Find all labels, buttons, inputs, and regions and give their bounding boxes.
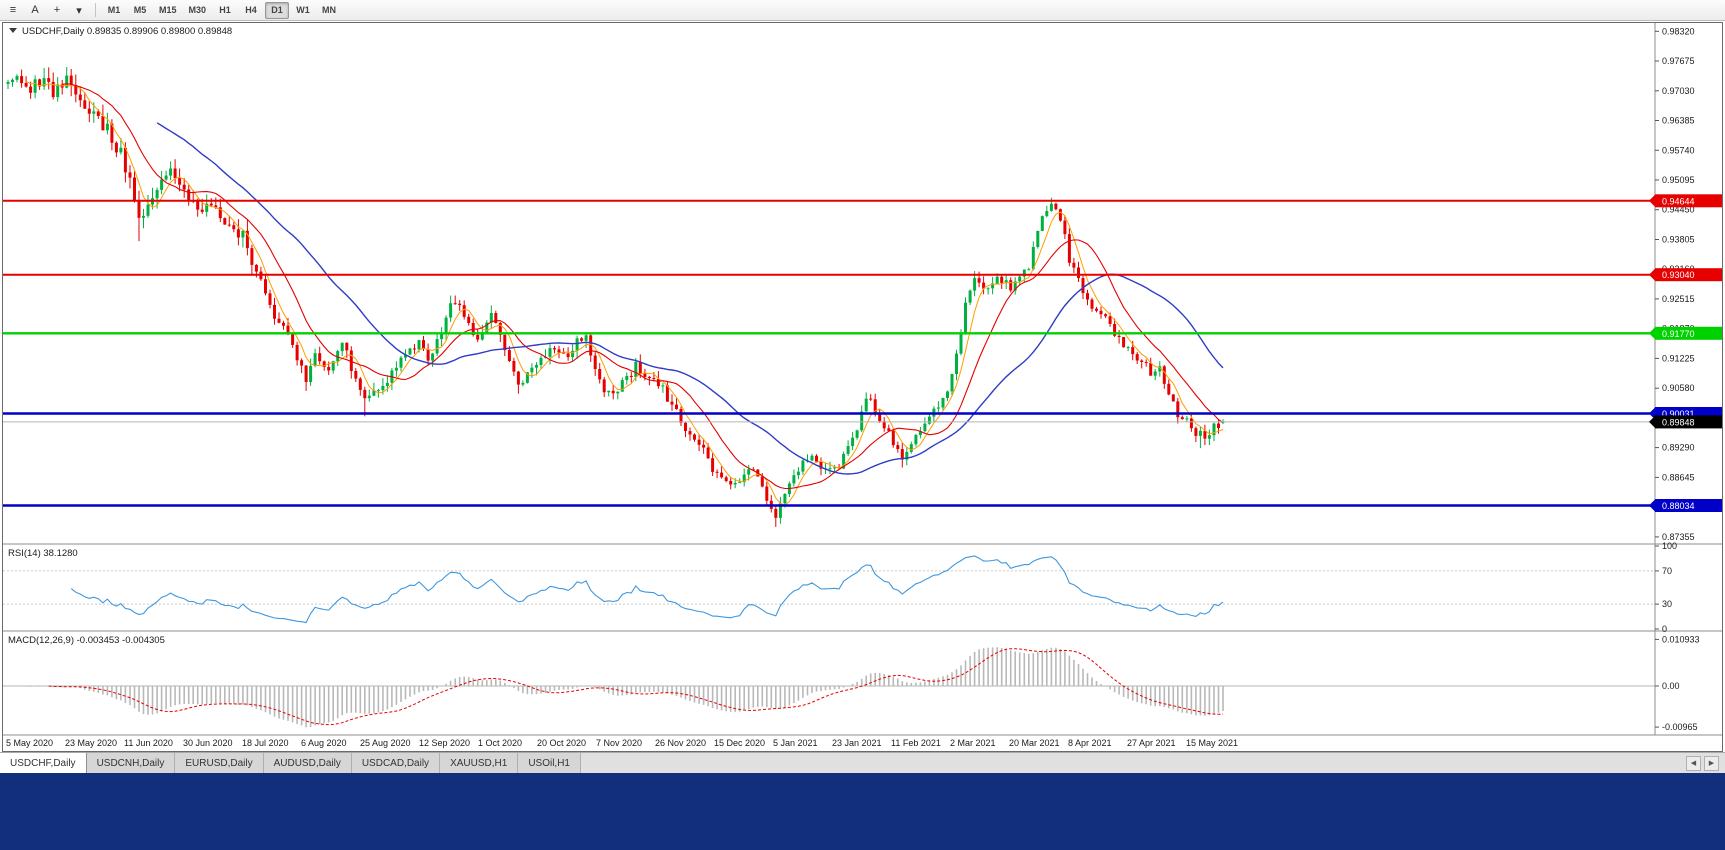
rsi-axis-label: 30 (1662, 599, 1672, 609)
time-axis-label: 20 Oct 2020 (537, 738, 586, 748)
top-toolbar: ≡ A + ▾ M1 M5 M15 M30 H1 H4 D1 W1 MN (0, 0, 1725, 21)
chart-context-menu-icon[interactable] (9, 28, 17, 33)
chart-list-icon[interactable]: ≡ (9, 4, 17, 16)
time-axis-label: 23 May 2020 (65, 738, 117, 748)
chart-tab-xauusd[interactable]: XAUUSD,H1 (440, 753, 519, 773)
time-axis-label: 27 Apr 2021 (1127, 738, 1176, 748)
time-axis-label: 7 Nov 2020 (596, 738, 642, 748)
chart-tab-usdcad[interactable]: USDCAD,Daily (351, 753, 441, 773)
price-axis-label: 0.96385 (1662, 116, 1695, 126)
timeframe-button-m15[interactable]: M15 (159, 5, 177, 15)
timeframe-button-group: M1 M5 M15 M30 H1 H4 D1 W1 MN (102, 1, 341, 19)
timeframe-button-w1[interactable]: W1 (296, 5, 310, 15)
tab-scroll-left-icon[interactable]: ◀ (1686, 755, 1701, 771)
macd-axis-label: 0.010933 (1662, 634, 1700, 644)
svg-text:0.94644: 0.94644 (1662, 196, 1695, 206)
price-axis-label: 0.88645 (1662, 472, 1695, 482)
time-axis-label: 18 Jul 2020 (242, 738, 289, 748)
chart-tab-usoil[interactable]: USOil,H1 (518, 753, 581, 773)
price-axis-label: 0.93805 (1662, 235, 1695, 245)
macd-signal-line (48, 648, 1224, 726)
rsi-indicator-label: RSI(14) 38.1280 (8, 548, 78, 559)
chart-tab-eurusd[interactable]: EURUSD,Daily (175, 753, 264, 773)
svg-text:0.90031: 0.90031 (1662, 409, 1695, 419)
svg-text:0.88034: 0.88034 (1662, 501, 1695, 511)
price-axis-label: 0.97030 (1662, 86, 1695, 96)
axis-price-badge: 0.89848 (1649, 415, 1722, 429)
tab-scroll-arrows: ◀ ▶ (1686, 753, 1725, 773)
price-axis-label: 0.91225 (1662, 353, 1695, 363)
timeframe-button-m30[interactable]: M30 (188, 5, 207, 15)
draw-tools-dropdown-icon[interactable]: ▾ (76, 4, 82, 17)
chart-tab-audusd[interactable]: AUDUSD,Daily (263, 753, 352, 773)
moving-average-13 (62, 83, 1224, 490)
price-axis-label: 0.95740 (1662, 145, 1695, 155)
chart-title-ohlc: USDCHF,Daily 0.89835 0.89906 0.89800 0.8… (22, 26, 232, 37)
chart-tab-usdchf[interactable]: USDCHF,Daily (0, 753, 87, 773)
rsi-axis-label: 70 (1662, 566, 1672, 576)
price-axis-label: 0.98320 (1662, 26, 1695, 36)
tab-scroll-right-icon[interactable]: ▶ (1704, 755, 1719, 771)
chart-tab-usdcnh[interactable]: USDCNH,Daily (86, 753, 176, 773)
time-axis-label: 1 Oct 2020 (478, 738, 522, 748)
macd-indicator-label: MACD(12,26,9) -0.003453 -0.004305 (8, 635, 165, 646)
time-axis-label: 8 Apr 2021 (1068, 738, 1112, 748)
price-axis-label: 0.94450 (1662, 205, 1695, 215)
price-axis-label: 0.95095 (1662, 175, 1695, 185)
axis-price-badge: 0.91770 (1649, 326, 1722, 340)
timeframe-button-d1[interactable]: D1 (265, 1, 290, 19)
time-axis-label: 30 Jun 2020 (183, 738, 233, 748)
time-axis-label: 15 Dec 2020 (714, 738, 765, 748)
time-axis-label: 5 Jan 2021 (773, 738, 818, 748)
chart-window: 0.98320 0.97675 0.97030 0.96385 0.95740 0.950… (2, 22, 1723, 752)
axis-price-badge: 0.93040 (1649, 268, 1722, 282)
time-axis-label: 2 Mar 2021 (950, 738, 996, 748)
rsi-axis-label: 0 (1662, 624, 1667, 634)
timeframe-button-m1[interactable]: M1 (107, 5, 121, 15)
macd-histogram (11, 647, 1224, 728)
svg-text:0.89848: 0.89848 (1662, 417, 1695, 427)
candlestick-series (6, 67, 1225, 527)
svg-text:0.93040: 0.93040 (1662, 270, 1695, 280)
axis-price-badge: 0.94644 (1649, 194, 1722, 208)
moving-average-34 (156, 122, 1224, 475)
toolbar-icon-group: ≡ A + ▾ (3, 2, 89, 19)
time-axis-label: 25 Aug 2020 (360, 738, 411, 748)
time-axis-label: 20 Mar 2021 (1009, 738, 1060, 748)
chart-canvas[interactable]: 0.98320 0.97675 0.97030 0.96385 0.95740 0.950… (3, 23, 1722, 751)
timeframe-button-h1[interactable]: H1 (219, 5, 231, 15)
crosshair-icon[interactable]: + (53, 4, 61, 16)
axis-price-badge: 0.88034 (1649, 499, 1722, 512)
timeframe-button-h4[interactable]: H4 (245, 5, 257, 15)
svg-text:0.91770: 0.91770 (1662, 329, 1695, 339)
rsi-axis-label: 100 (1662, 541, 1677, 551)
time-axis-label: 11 Feb 2021 (891, 738, 941, 748)
macd-axis-label: 0.00 (1662, 681, 1680, 691)
time-axis-label: 15 May 2021 (1186, 738, 1238, 748)
price-axis-label: 0.90580 (1662, 383, 1695, 393)
rsi-line (70, 555, 1224, 624)
cursor-icon[interactable]: A (31, 4, 39, 16)
price-axis-label: 0.97675 (1662, 56, 1695, 66)
toolbar-separator (95, 3, 96, 17)
time-axis-label: 11 Jun 2020 (124, 738, 173, 748)
price-axis-label: 0.87355 (1662, 532, 1695, 542)
desktop-background (0, 773, 1725, 850)
time-axis-label: 23 Jan 2021 (832, 738, 882, 748)
price-axis-label: 0.92515 (1662, 294, 1695, 304)
chart-tab-list: USDCHF,Daily USDCNH,Daily EURUSD,Daily AUDU… (0, 753, 581, 773)
price-axis-label: 0.89290 (1662, 443, 1695, 453)
time-axis-label: 6 Aug 2020 (301, 738, 347, 748)
timeframe-button-mn[interactable]: MN (322, 5, 337, 15)
time-axis-label: 5 May 2020 (6, 738, 53, 748)
timeframe-button-m5[interactable]: M5 (133, 5, 147, 15)
chart-tabs-bar: USDCHF,Daily USDCNH,Daily EURUSD,Daily AUDU… (0, 752, 1725, 773)
time-axis-label: 26 Nov 2020 (655, 738, 706, 748)
time-axis-label: 12 Sep 2020 (419, 738, 470, 748)
moving-average-5 (25, 81, 1224, 506)
macd-axis-label: -0.00965 (1662, 722, 1698, 732)
